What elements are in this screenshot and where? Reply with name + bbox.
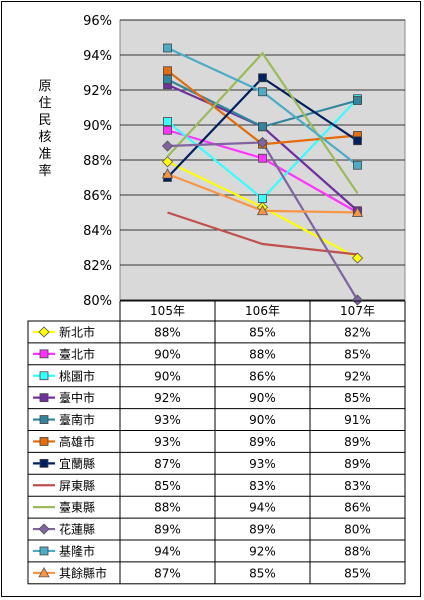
data-point <box>351 294 364 306</box>
table-value: 90% <box>154 369 181 383</box>
table-value: 89% <box>249 435 276 449</box>
table-value: 85% <box>154 479 181 493</box>
legend-marker <box>38 567 50 578</box>
data-point <box>258 153 267 163</box>
x-category-label: 106年 <box>245 304 280 318</box>
data-point <box>351 252 364 264</box>
data-point <box>163 125 172 135</box>
data-point <box>163 43 172 53</box>
legend-label: 臺北市 <box>59 346 95 361</box>
data-point <box>258 87 267 97</box>
table-value: 92% <box>249 544 276 558</box>
table-value: 88% <box>154 501 181 515</box>
table-value: 88% <box>344 544 371 558</box>
data-point <box>353 96 362 105</box>
legend-label: 花蓮縣 <box>59 522 95 537</box>
data-point <box>353 136 362 146</box>
table-value: 90% <box>249 413 276 427</box>
data-point <box>163 117 172 126</box>
table-value: 93% <box>154 413 181 427</box>
table-value: 94% <box>154 544 181 558</box>
table-value: 88% <box>249 347 276 361</box>
series-line-8 <box>166 51 359 194</box>
table-value: 82% <box>344 325 371 339</box>
legend-marker <box>39 415 49 424</box>
legend-label: 宜蘭縣 <box>59 456 95 471</box>
data-point <box>163 75 172 84</box>
table-value: 87% <box>154 566 181 580</box>
data-point <box>351 206 364 217</box>
table-value: 88% <box>154 325 181 339</box>
legend-marker <box>38 523 50 535</box>
legend-marker <box>39 458 49 468</box>
data-point <box>353 160 362 170</box>
table-value: 93% <box>154 435 181 449</box>
y-tick-label: 80% <box>83 294 112 309</box>
table-value: 91% <box>344 413 371 427</box>
table-value: 90% <box>154 347 181 361</box>
legend-label: 新北市 <box>59 324 95 339</box>
table-value: 89% <box>344 457 371 471</box>
table-value: 87% <box>154 457 181 471</box>
y-tick-label: 92% <box>83 84 112 99</box>
table-value: 83% <box>344 479 371 493</box>
legend-label: 臺東縣 <box>59 500 95 515</box>
table-value: 85% <box>249 325 276 339</box>
legend-label: 臺中市 <box>59 390 95 405</box>
data-point <box>258 122 267 132</box>
legend-marker <box>39 393 49 403</box>
table-value: 85% <box>344 566 371 580</box>
legend-marker <box>39 371 49 381</box>
legend-label: 桃園市 <box>59 368 95 383</box>
table-value: 92% <box>344 369 371 383</box>
legend-marker <box>39 349 49 359</box>
legend-marker <box>38 326 50 338</box>
table-value: 85% <box>344 347 371 361</box>
y-tick-label: 96% <box>83 14 112 29</box>
table-value: 86% <box>249 369 276 383</box>
y-tick-label: 84% <box>83 224 112 239</box>
data-point <box>161 168 174 179</box>
data-point <box>161 140 174 152</box>
legend-label: 屏東縣 <box>59 479 95 493</box>
table-value: 83% <box>249 479 276 493</box>
y-tick-label: 88% <box>83 154 112 169</box>
x-category-label: 107年 <box>340 304 375 318</box>
table-value: 85% <box>344 391 371 405</box>
legend-label: 基隆市 <box>59 543 95 558</box>
table-value: 90% <box>249 391 276 405</box>
table-value: 86% <box>344 501 371 515</box>
y-tick-label: 86% <box>83 189 112 204</box>
table-value: 85% <box>249 566 276 580</box>
table-value: 80% <box>344 523 371 537</box>
data-point <box>258 73 267 83</box>
data-point <box>163 66 172 76</box>
data-point <box>256 204 269 216</box>
data-point <box>258 194 267 203</box>
y-tick-label: 90% <box>83 119 112 134</box>
table-value: 89% <box>344 435 371 449</box>
table-value: 92% <box>154 391 181 405</box>
table-value: 93% <box>249 457 276 471</box>
y-tick-label: 82% <box>83 259 112 274</box>
table-value: 94% <box>249 501 276 515</box>
table-value: 89% <box>154 523 181 537</box>
x-category-label: 105年 <box>150 304 185 318</box>
y-axis-label: 原住民核准率 <box>38 79 51 179</box>
legend-label: 高雄市 <box>59 434 95 449</box>
data-point <box>256 136 269 149</box>
series-line-7 <box>167 211 358 256</box>
legend-label: 臺南市 <box>59 412 95 427</box>
table-value: 89% <box>249 523 276 537</box>
data-point <box>161 156 174 168</box>
legend-marker <box>39 437 49 446</box>
legend-marker <box>39 546 49 556</box>
y-tick-label: 94% <box>83 49 112 64</box>
legend-label: 其餘縣市 <box>59 565 107 580</box>
